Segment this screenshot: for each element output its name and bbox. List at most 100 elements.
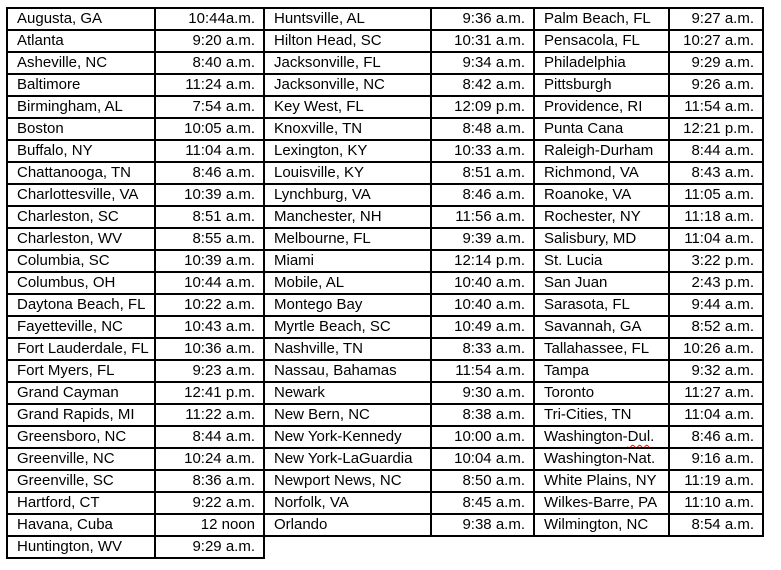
time-cell[interactable]: 12:21 p.m. [668,117,764,141]
city-cell[interactable]: Greensboro, NC [6,425,156,449]
time-cell[interactable]: 9:32 a.m. [668,359,764,383]
city-cell[interactable]: Newark [263,381,432,405]
city-cell[interactable]: Sarasota, FL [533,293,670,317]
city-cell[interactable]: Columbia, SC [6,249,156,273]
city-cell[interactable]: Tallahassee, FL [533,337,670,361]
time-cell[interactable]: 11:04 a.m. [668,227,764,251]
city-cell[interactable]: Roanoke, VA [533,183,670,207]
time-cell[interactable]: 8:51 a.m. [154,205,265,229]
city-cell[interactable]: Greenville, NC [6,447,156,471]
city-cell[interactable]: Pensacola, FL [533,29,670,53]
city-cell[interactable]: Miami [263,249,432,273]
time-cell[interactable]: 8:52 a.m. [668,315,764,339]
time-cell[interactable]: 7:54 a.m. [154,95,265,119]
city-cell[interactable]: Hilton Head, SC [263,29,432,53]
time-cell[interactable]: 10:22 a.m. [154,293,265,317]
city-cell[interactable]: Palm Beach, FL [533,7,670,31]
city-cell[interactable]: Columbus, OH [6,271,156,295]
city-cell[interactable]: Mobile, AL [263,271,432,295]
city-cell[interactable]: Providence, RI [533,95,670,119]
time-cell[interactable]: 11:05 a.m. [668,183,764,207]
time-cell[interactable]: 11:54 a.m. [430,359,535,383]
time-cell[interactable]: 11:04 a.m. [154,139,265,163]
city-cell[interactable]: Newport News, NC [263,469,432,493]
time-cell[interactable]: 11:54 a.m. [668,95,764,119]
city-cell[interactable]: Toronto [533,381,670,405]
city-cell[interactable]: Fort Lauderdale, FL [6,337,156,361]
city-cell[interactable]: Grand Cayman [6,381,156,405]
time-cell[interactable]: 8:51 a.m. [430,161,535,185]
city-cell[interactable]: Fayetteville, NC [6,315,156,339]
city-cell[interactable]: Tri-Cities, TN [533,403,670,427]
time-cell[interactable]: 8:33 a.m. [430,337,535,361]
city-cell[interactable]: Salisbury, MD [533,227,670,251]
city-cell[interactable]: New York-LaGuardia [263,447,432,471]
time-cell[interactable]: 9:26 a.m. [668,73,764,97]
time-cell[interactable]: 9:27 a.m. [668,7,764,31]
time-cell[interactable]: 10:24 a.m. [154,447,265,471]
time-cell[interactable]: 11:18 a.m. [668,205,764,229]
time-cell[interactable]: 12:14 p.m. [430,249,535,273]
time-cell[interactable]: 12 noon [154,513,265,537]
time-cell[interactable]: 10:44 a.m. [154,271,265,295]
time-cell[interactable]: 8:43 a.m. [668,161,764,185]
time-cell[interactable]: 10:40 a.m. [430,293,535,317]
city-cell[interactable]: Key West, FL [263,95,432,119]
time-cell[interactable]: 8:46 a.m. [154,161,265,185]
time-cell[interactable]: 11:22 a.m. [154,403,265,427]
city-cell[interactable]: Louisville, KY [263,161,432,185]
city-cell[interactable]: New Bern, NC [263,403,432,427]
time-cell[interactable]: 8:44 a.m. [668,139,764,163]
time-cell[interactable]: 9:23 a.m. [154,359,265,383]
city-cell[interactable]: Charlottesville, VA [6,183,156,207]
city-cell[interactable]: Atlanta [6,29,156,53]
time-cell[interactable]: 9:34 a.m. [430,51,535,75]
time-cell[interactable]: 3:22 p.m. [668,249,764,273]
time-cell[interactable]: 10:44a.m. [154,7,265,31]
city-cell[interactable]: Asheville, NC [6,51,156,75]
city-cell[interactable]: San Juan [533,271,670,295]
time-cell[interactable]: 9:29 a.m. [668,51,764,75]
time-cell[interactable]: 8:54 a.m. [668,513,764,537]
city-cell[interactable]: Orlando [263,513,432,537]
time-cell[interactable]: 8:45 a.m. [430,491,535,515]
city-cell[interactable]: Lexington, KY [263,139,432,163]
city-cell[interactable]: Tampa [533,359,670,383]
time-cell[interactable]: 8:46 a.m. [668,425,764,449]
time-cell[interactable]: 11:19 a.m. [668,469,764,493]
city-cell[interactable]: Jacksonville, FL [263,51,432,75]
city-cell[interactable]: White Plains, NY [533,469,670,493]
city-cell[interactable]: Montego Bay [263,293,432,317]
city-cell[interactable]: Chattanooga, TN [6,161,156,185]
time-cell[interactable]: 9:38 a.m. [430,513,535,537]
time-cell[interactable]: 2:43 p.m. [668,271,764,295]
time-cell[interactable]: 10:49 a.m. [430,315,535,339]
city-cell[interactable]: Greenville, SC [6,469,156,493]
time-cell[interactable]: 8:42 a.m. [430,73,535,97]
city-cell[interactable]: Augusta, GA [6,7,156,31]
city-cell[interactable]: Huntsville, AL [263,7,432,31]
city-cell[interactable]: Rochester, NY [533,205,670,229]
city-cell[interactable]: Washington-Nat. [533,447,670,471]
time-cell[interactable]: 8:46 a.m. [430,183,535,207]
city-cell[interactable]: Richmond, VA [533,161,670,185]
time-cell[interactable]: 9:36 a.m. [430,7,535,31]
city-cell[interactable]: New York-Kennedy [263,425,432,449]
city-cell[interactable]: Huntington, WV [6,535,156,559]
time-cell[interactable]: 12:41 p.m. [154,381,265,405]
city-cell[interactable]: Grand Rapids, MI [6,403,156,427]
time-cell[interactable]: 10:00 a.m. [430,425,535,449]
city-cell[interactable]: Baltimore [6,73,156,97]
time-cell[interactable]: 8:40 a.m. [154,51,265,75]
time-cell[interactable]: 9:30 a.m. [430,381,535,405]
city-cell[interactable]: Nashville, TN [263,337,432,361]
time-cell[interactable]: 10:33 a.m. [430,139,535,163]
time-cell[interactable]: 12:09 p.m. [430,95,535,119]
time-cell[interactable]: 8:50 a.m. [430,469,535,493]
city-cell[interactable]: Myrtle Beach, SC [263,315,432,339]
time-cell[interactable]: 10:40 a.m. [430,271,535,295]
city-cell[interactable]: Philadelphia [533,51,670,75]
city-cell[interactable]: Lynchburg, VA [263,183,432,207]
city-cell[interactable]: Pittsburgh [533,73,670,97]
city-cell[interactable]: Wilmington, NC [533,513,670,537]
